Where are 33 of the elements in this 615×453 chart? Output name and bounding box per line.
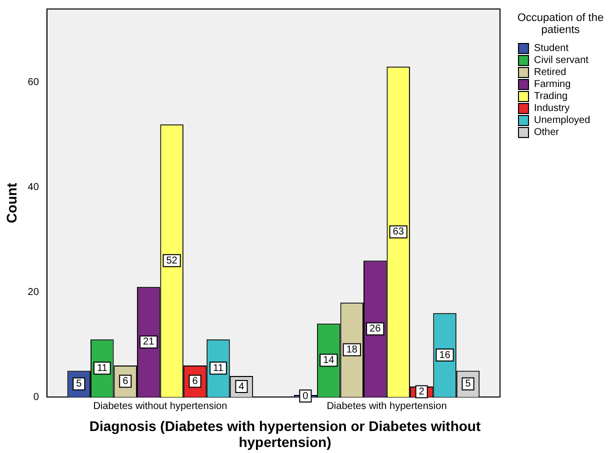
y-axis-title: Count <box>3 182 20 224</box>
data-label: 18 <box>346 344 358 356</box>
legend-label: Retired <box>534 66 566 78</box>
data-label: 5 <box>76 378 82 390</box>
legend-label: Student <box>534 42 568 54</box>
data-label: 2 <box>418 386 425 398</box>
legend-title: Occupation of the patients <box>516 12 605 36</box>
data-label: 16 <box>439 350 451 361</box>
legend-label: Industry <box>534 102 570 114</box>
x-tick-label: Diabetes with hypertension <box>326 400 447 412</box>
data-label: 6 <box>122 376 129 388</box>
y-tick-label: 20 <box>28 286 40 298</box>
y-tick-label: 60 <box>28 77 40 88</box>
data-label: 21 <box>143 336 155 348</box>
x-tick-label: Diabetes without hypertension <box>93 400 228 412</box>
data-label: 0 <box>302 390 309 402</box>
y-tick-label: 40 <box>28 182 40 194</box>
data-label: 26 <box>370 324 382 335</box>
data-label: 11 <box>213 362 224 374</box>
legend-label: Unemployed <box>534 114 590 126</box>
legend-label: Civil servant <box>534 54 588 66</box>
data-label: 14 <box>323 355 335 366</box>
data-label: 5 <box>465 378 472 390</box>
legend-label: Trading <box>534 90 568 102</box>
legend-label: Other <box>534 126 560 138</box>
legend-label: Farming <box>534 78 571 90</box>
data-label: 63 <box>392 226 404 238</box>
data-label: 11 <box>96 362 108 374</box>
data-label: 6 <box>192 376 198 388</box>
data-label: 52 <box>166 255 178 266</box>
data-label: 4 <box>238 381 245 392</box>
y-tick-label: 0 <box>33 392 40 403</box>
x-axis-title: Diagnosis (Diabetes with hypertension or Diabetes without hypertension) <box>88 418 482 450</box>
